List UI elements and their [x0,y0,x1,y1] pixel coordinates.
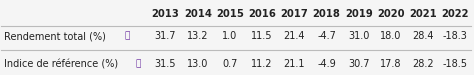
Text: -18.3: -18.3 [443,31,468,41]
Text: -4.7: -4.7 [317,31,336,41]
Text: 2016: 2016 [248,9,276,19]
Text: 13.0: 13.0 [187,59,209,69]
Text: -18.5: -18.5 [443,59,468,69]
Text: 30.7: 30.7 [348,59,370,69]
Text: 2015: 2015 [216,9,244,19]
Text: 31.5: 31.5 [155,59,176,69]
Text: 2019: 2019 [345,9,373,19]
Text: 28.2: 28.2 [412,59,434,69]
Text: ⓘ: ⓘ [135,60,140,69]
Text: Indice de référence (%): Indice de référence (%) [4,59,121,69]
Text: 2014: 2014 [184,9,212,19]
Text: 2021: 2021 [409,9,437,19]
Text: 17.8: 17.8 [380,59,401,69]
Text: 21.4: 21.4 [283,31,305,41]
Text: 2017: 2017 [281,9,308,19]
Text: 2018: 2018 [313,9,340,19]
Text: 31.7: 31.7 [155,31,176,41]
Text: 0.7: 0.7 [222,59,237,69]
Text: 11.2: 11.2 [251,59,273,69]
Text: 1.0: 1.0 [222,31,237,41]
Text: 13.2: 13.2 [187,31,209,41]
Text: 2020: 2020 [377,9,405,19]
Text: 18.0: 18.0 [380,31,401,41]
Text: 28.4: 28.4 [412,31,434,41]
Text: 2013: 2013 [152,9,180,19]
Text: 31.0: 31.0 [348,31,369,41]
Text: Rendement total (%): Rendement total (%) [4,31,109,41]
Text: 21.1: 21.1 [283,59,305,69]
Text: ⓘ: ⓘ [125,32,130,41]
Text: -4.9: -4.9 [317,59,336,69]
Text: 2022: 2022 [442,9,469,19]
Text: 11.5: 11.5 [251,31,273,41]
